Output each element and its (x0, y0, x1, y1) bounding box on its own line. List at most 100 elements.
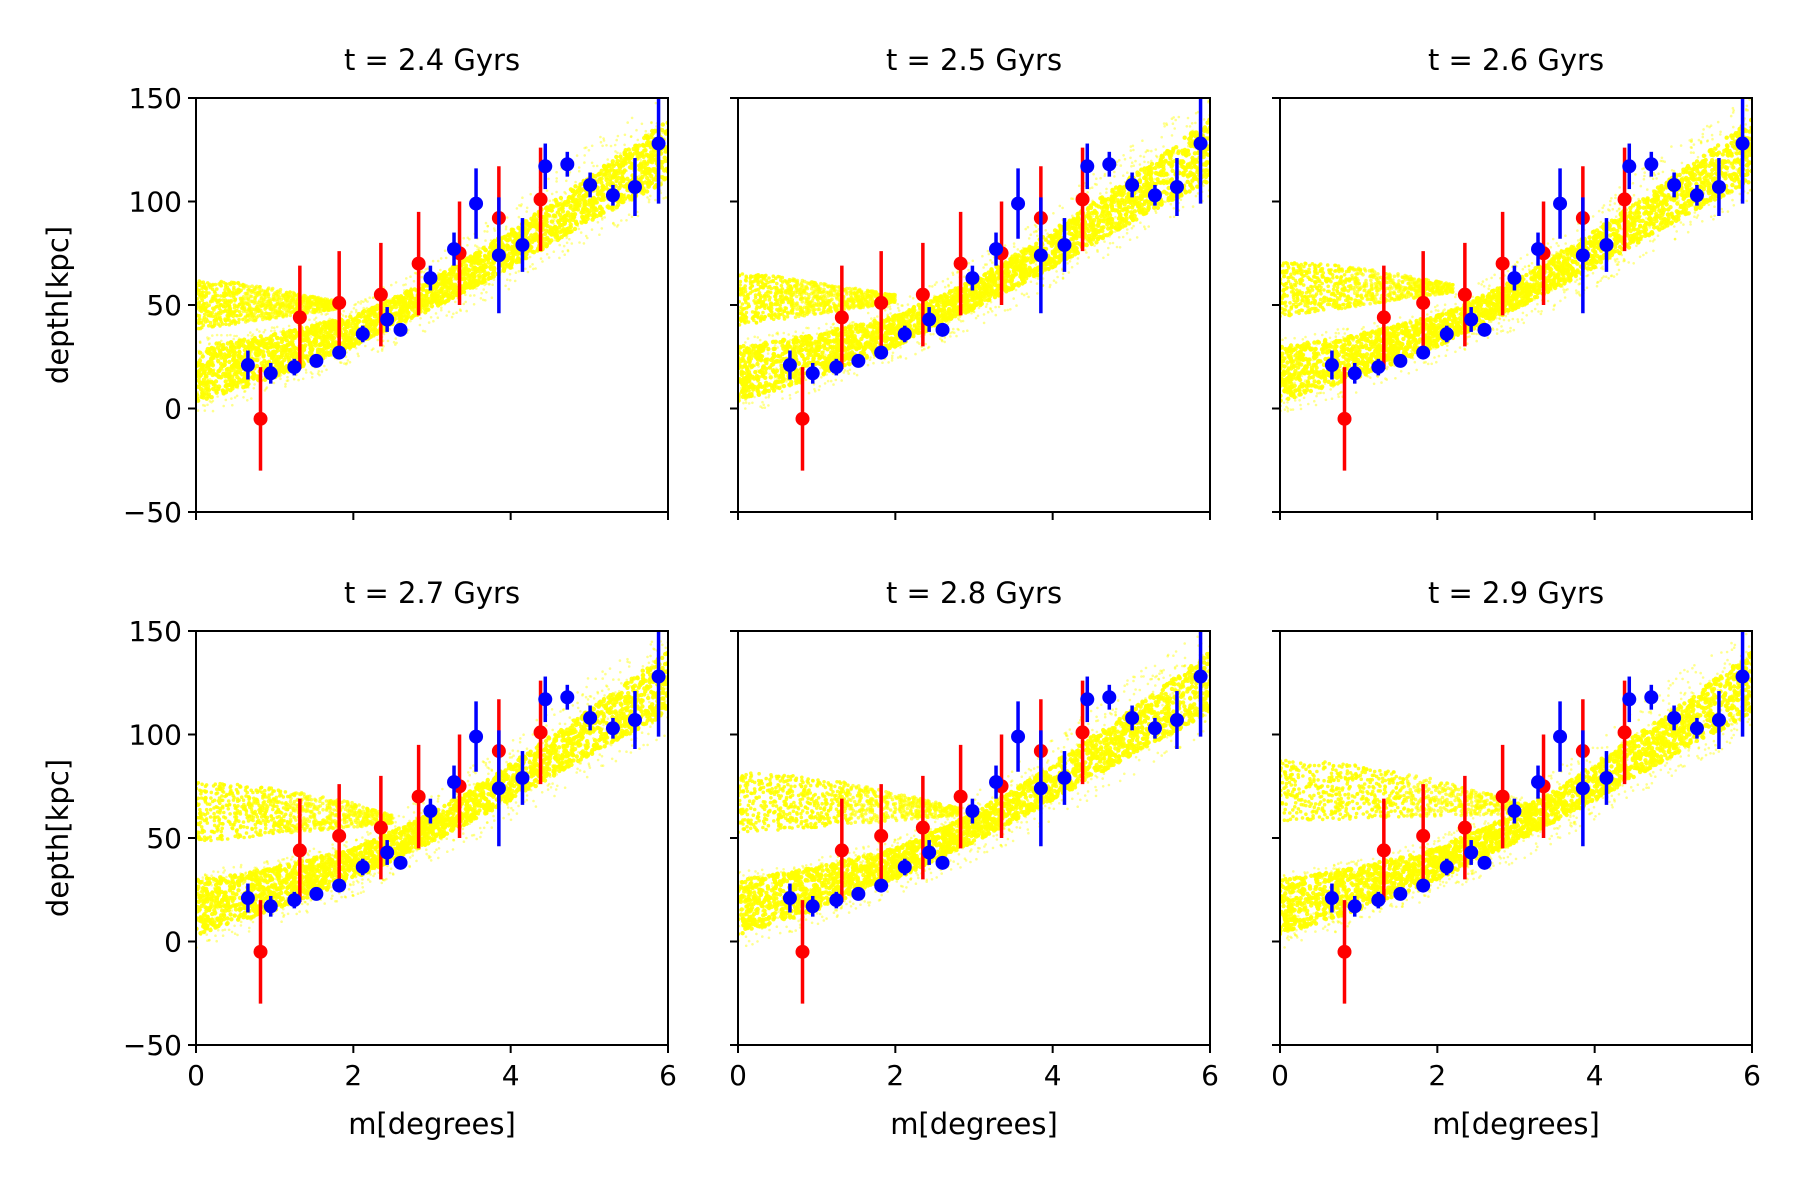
panel-title: t = 2.4 Gyrs (344, 43, 520, 77)
particle (590, 161, 594, 165)
particle (649, 167, 653, 171)
particle (236, 380, 241, 385)
particle (351, 317, 356, 322)
particle (277, 369, 282, 374)
particle (252, 352, 256, 355)
particle (228, 312, 232, 316)
particle (430, 301, 433, 305)
particle (326, 330, 331, 335)
particle (236, 344, 240, 347)
particle (245, 293, 249, 298)
particle (357, 354, 360, 358)
particle (247, 343, 252, 348)
particle (583, 154, 586, 157)
particle (566, 248, 570, 252)
particle (486, 271, 491, 276)
particle (552, 222, 555, 225)
particle (226, 299, 230, 303)
particle (312, 331, 315, 335)
particle (568, 237, 571, 241)
particle (211, 334, 214, 337)
particle (225, 334, 229, 337)
particle (224, 368, 228, 372)
particle (613, 169, 619, 175)
particle (332, 325, 337, 330)
particle (559, 216, 564, 221)
particle (430, 306, 434, 309)
particle (283, 345, 287, 348)
particle (547, 231, 550, 234)
data-point (355, 326, 370, 341)
particle (627, 213, 631, 216)
particle (628, 195, 632, 199)
particle (639, 158, 642, 162)
particle (282, 368, 287, 373)
particle (535, 223, 538, 227)
particle (519, 204, 523, 208)
particle (354, 308, 358, 312)
particle (275, 325, 279, 329)
particle (623, 193, 627, 196)
particle (614, 175, 618, 178)
particle (313, 308, 318, 312)
particle (325, 299, 330, 303)
particle (574, 189, 579, 195)
particle (265, 316, 270, 321)
particle (212, 308, 216, 312)
particle (273, 326, 276, 330)
particle (507, 255, 512, 261)
particle (555, 180, 558, 183)
particle (350, 337, 355, 342)
particle (279, 373, 283, 377)
particle (630, 116, 634, 120)
data-point (651, 136, 666, 151)
particle (462, 268, 467, 273)
particle (425, 292, 428, 296)
particle (232, 337, 235, 341)
particle (548, 199, 552, 203)
particle (629, 150, 633, 153)
particle (508, 272, 512, 276)
particle (218, 324, 222, 328)
particle (203, 285, 208, 290)
particle (606, 162, 610, 166)
particle (590, 228, 594, 231)
particle (644, 186, 648, 189)
particle (249, 376, 252, 379)
particle (199, 357, 202, 360)
particle (593, 199, 598, 205)
particle (203, 409, 207, 412)
particle (199, 365, 202, 368)
particle (200, 380, 204, 384)
particle (553, 219, 556, 222)
particle (253, 287, 257, 292)
particle (505, 234, 509, 238)
particle (612, 163, 616, 167)
particle (438, 286, 441, 289)
particle (371, 296, 375, 300)
particle (197, 350, 203, 355)
particle (485, 291, 488, 294)
particle (347, 337, 351, 340)
particle (200, 392, 205, 398)
particle (221, 389, 226, 394)
particle (241, 385, 246, 390)
particle (510, 248, 516, 253)
particle (243, 320, 248, 324)
particle (210, 325, 214, 329)
particle (197, 349, 200, 353)
particle (227, 377, 232, 382)
particle (207, 282, 212, 287)
particle (239, 355, 244, 360)
particle (229, 321, 234, 326)
particle (310, 330, 313, 333)
particle (233, 322, 238, 326)
particle (327, 350, 332, 356)
particle (371, 309, 374, 312)
particle (200, 298, 205, 303)
particle (368, 309, 371, 313)
particle (627, 155, 633, 160)
panel-content (196, 98, 668, 471)
particle (235, 394, 239, 398)
particle (548, 206, 551, 210)
